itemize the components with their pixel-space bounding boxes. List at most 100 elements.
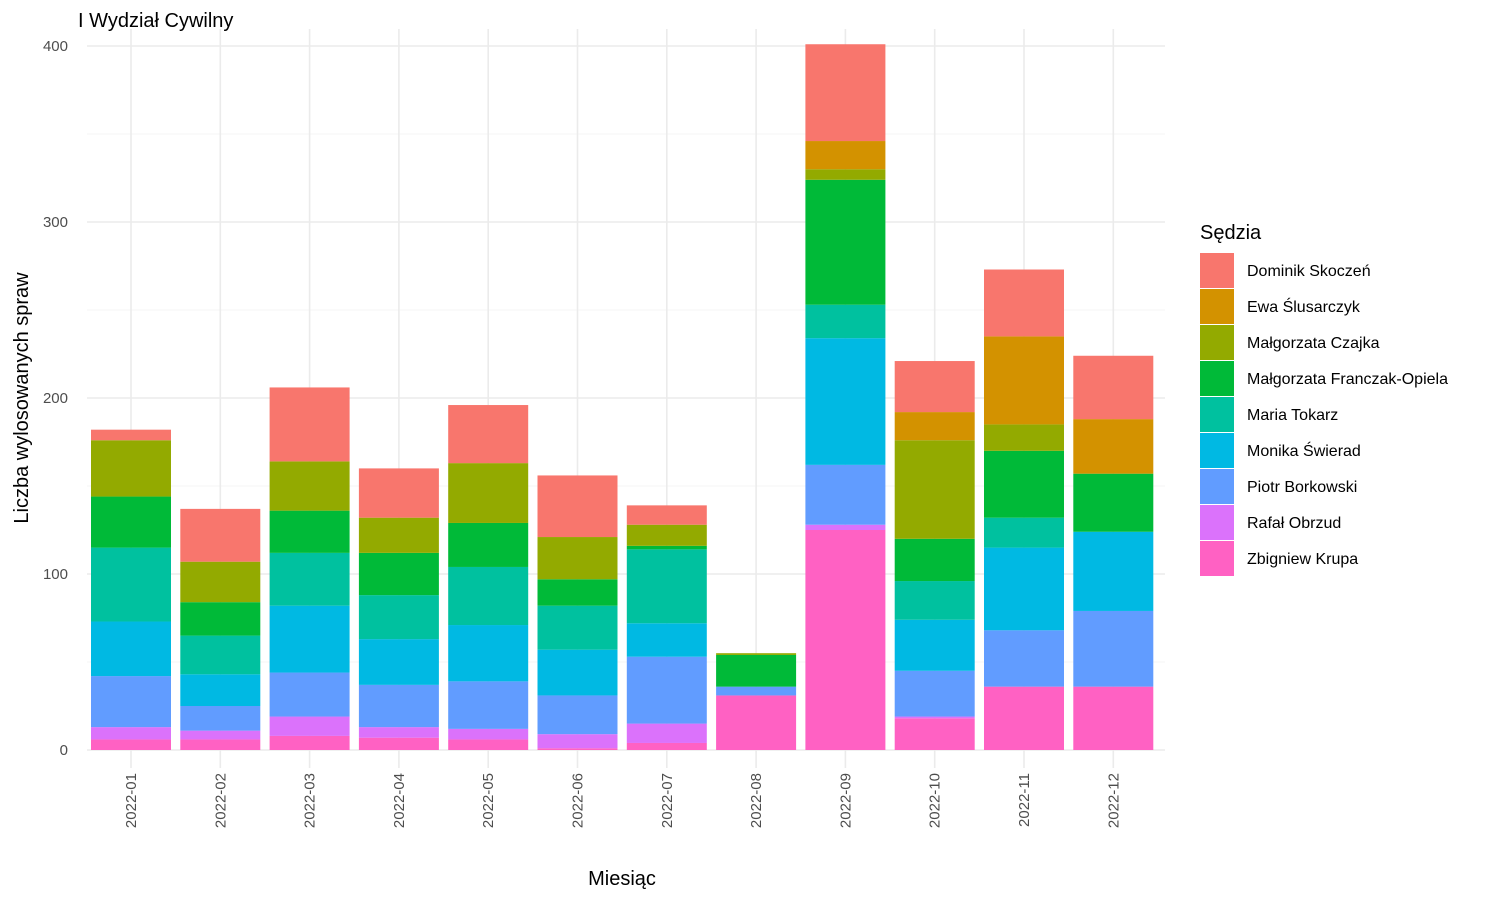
bar-segment [716,654,797,687]
bar-segment [1073,419,1154,474]
bar-segment [984,686,1064,750]
bar-segment [91,547,171,622]
bar-segment [894,670,975,717]
legend-label: Zbigniew Krupa [1247,551,1358,568]
legend-label: Małgorzata Czajka [1247,335,1380,352]
bar-segment [180,706,261,731]
x-tick-label: 2022-05 [480,773,497,828]
bar-segment [358,468,439,518]
legend-label: Ewa Ślusarczyk [1247,297,1361,316]
x-tick-label: 2022-07 [659,773,676,828]
x-tick-label: 2022-06 [570,773,587,828]
bar-segment [894,619,975,671]
bar-segment [180,674,261,706]
x-tick-label: 2022-11 [1016,773,1033,827]
bar-segment [626,742,707,750]
bar-segment [984,424,1064,451]
legend-swatch [1200,361,1234,396]
bar-segment [984,630,1064,687]
bar-segment [626,524,707,546]
y-axis-tick-labels: 0 100 200 300 400 [43,38,68,759]
bar-segment [180,508,261,562]
bar-segment [894,716,975,719]
y-tick-label: 200 [43,390,68,407]
x-tick-label: 2022-10 [927,773,944,828]
x-axis-title: Miesiąc [588,868,656,890]
bar-segment [805,179,886,305]
bar-segment [448,681,529,729]
bar-segment [626,723,707,743]
bar-segment [269,510,350,553]
bar-segment [1073,355,1154,420]
legend-swatch [1200,469,1234,504]
bar-segment [805,464,886,525]
bar-segment [894,361,975,413]
bar-segment [984,269,1064,337]
legend-swatch [1200,253,1234,288]
x-tick-label: 2022-12 [1105,773,1122,828]
bar-segment [626,545,707,550]
bar-segment [716,653,797,655]
bar-segment [537,475,618,538]
legend-label: Rafał Obrzud [1247,515,1341,532]
bar-segment [894,440,975,539]
bar-segment [805,141,886,170]
bar-segment [448,625,529,682]
bar-segment [984,450,1064,518]
bar-segment [91,676,171,728]
bar-segment [537,695,618,735]
x-tick-label: 2022-04 [391,773,408,828]
bar-segment [894,538,975,582]
bar-segment [91,440,171,497]
x-tick-label: 2022-08 [748,773,765,828]
bar-segment [805,338,886,465]
bar-segment [537,748,618,750]
bar-segment [984,517,1064,548]
bar-segment [91,727,171,740]
bar-segment [894,412,975,441]
bar-segment [537,579,618,606]
bar-segment [537,734,618,749]
bar-segment [716,695,797,750]
bar-segment [984,336,1064,425]
y-axis-title: Liczba wylosowanych spraw [11,272,33,524]
bar-segment [269,672,350,717]
legend-label: Monika Świerad [1247,441,1361,460]
bar-segment [180,635,261,675]
bar-segment [626,505,707,525]
bar-segment [180,561,261,603]
bar-segment [448,463,529,523]
legend-title: Sędzia [1200,222,1262,244]
bar-segment [358,639,439,685]
y-tick-label: 300 [43,214,68,231]
x-axis-tick-labels: 2022-01 2022-02 2022-03 2022-04 2022-05 2022-… [123,773,1122,828]
bar-segment [805,304,886,339]
bar-segment [1073,686,1154,750]
bar-segment [537,537,618,580]
bar-segment [1073,610,1154,687]
legend-swatch [1200,289,1234,324]
legend-items: Dominik Skoczeń Ewa Ślusarczyk Małgorzata … [1200,253,1448,576]
legend-swatch [1200,541,1234,576]
bar-segment [894,718,975,750]
bar-segment [269,716,350,736]
bar-segment [805,44,886,142]
bar-segment [269,605,350,673]
bar-segment [358,727,439,738]
bar-segment [448,522,529,567]
bar-segment [448,739,529,750]
bar-segment [91,496,171,548]
bar-segment [626,623,707,657]
x-tick-label: 2022-02 [212,773,229,828]
bar-segment [269,387,350,462]
bars [91,44,1154,750]
legend-swatch [1200,505,1234,540]
bar-segment [448,405,529,464]
legend-label: Piotr Borkowski [1247,479,1357,496]
bar-segment [1073,531,1154,611]
bar-segment [448,728,529,740]
y-tick-label: 400 [43,38,68,55]
bar-segment [358,737,439,750]
x-tick-label: 2022-03 [302,773,319,828]
